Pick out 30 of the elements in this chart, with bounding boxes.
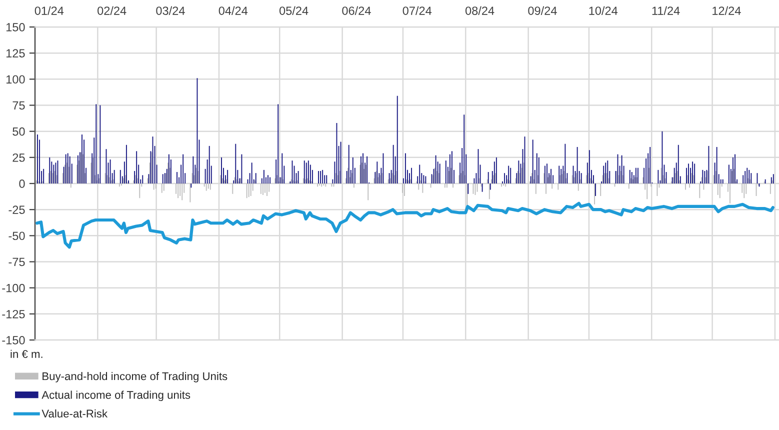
y-tick-label: 100 [6,75,25,84]
y-tick-label: -75 [8,258,25,266]
y-tick-label: 150 [6,23,25,32]
y-tick-label: 125 [6,49,25,58]
x-tick-label: 07/24 [402,6,432,15]
x-tick-label: 06/24 [342,6,371,15]
y-tick-label: 25 [12,153,25,162]
y-tick-label: 0 [19,180,25,188]
x-tick-label: 05/24 [279,6,308,15]
x-tick-label: 02/24 [98,6,126,15]
x-tick-label: 01/24 [34,6,64,15]
x-tick-label: 12/24 [712,6,741,15]
y-tick-label: -150 [2,336,25,344]
text: in € m. [10,350,42,358]
y-tick-label: -50 [8,232,25,240]
legend-label: Actual income of Trading units [42,390,190,402]
y-tick-label: 50 [12,127,25,136]
y-tick-label: -25 [8,206,25,214]
x-tick-label: 10/24 [589,6,618,15]
x-tick-label: 04/24 [218,6,248,15]
x-tick-label: 08/24 [465,6,494,15]
y-tick-label: 75 [12,101,25,110]
x-tick-label: 09/24 [528,6,557,15]
y-tick-label: -100 [2,284,25,292]
x-tick-label: 03/24 [156,6,185,15]
y-tick-label: -125 [2,310,25,318]
line-series [35,202,774,249]
x-tick-label: 11/24 [652,6,680,15]
legend-label: Buy-and-hold income of Trading Units [42,372,228,382]
legend-label: Value-at-Risk [42,409,108,418]
